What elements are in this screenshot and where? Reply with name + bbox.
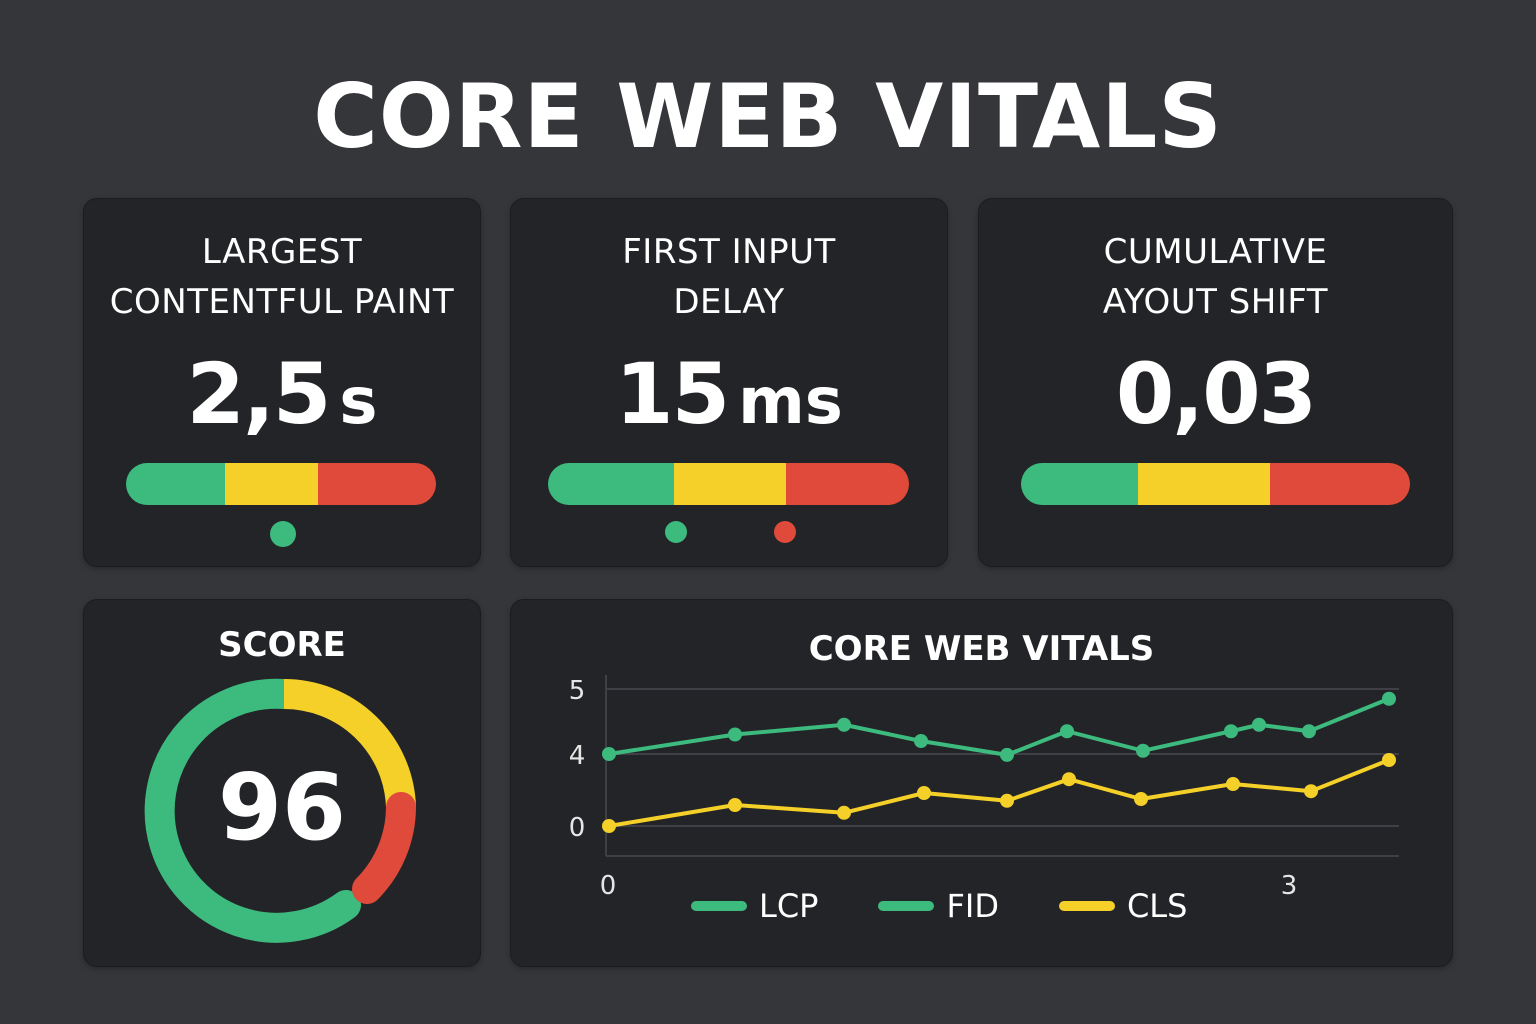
score-gauge <box>144 678 416 943</box>
lcp-title: LARGEST CONTENTFUL PAINT <box>84 227 480 327</box>
lcp-value-unit: s <box>339 365 378 439</box>
series-line-cls <box>608 758 1390 828</box>
data-point-lcp <box>602 747 616 761</box>
data-point-cls <box>1000 793 1014 808</box>
data-point-lcp <box>1060 724 1074 739</box>
data-point-lcp <box>1302 724 1316 739</box>
fid-good-dot <box>665 521 687 543</box>
fid-threshold-bar <box>548 463 909 505</box>
chart-legend: LCP FID CLS <box>691 886 1187 926</box>
series-line-lcp <box>608 696 1390 757</box>
data-point-cls <box>1304 784 1318 799</box>
cls-value: 0,03 <box>979 339 1452 449</box>
bar-needs-improvement-segment <box>225 463 319 505</box>
data-point-cls <box>602 819 616 833</box>
data-point-cls <box>1134 792 1148 806</box>
cls-threshold-bar <box>1021 463 1410 505</box>
data-point-cls <box>917 786 931 800</box>
data-point-cls <box>728 798 742 812</box>
lcp-value: 2,5 s <box>84 339 480 457</box>
bar-poor-segment <box>786 463 909 505</box>
bar-poor-segment <box>1269 463 1410 505</box>
lcp-card: LARGEST CONTENTFUL PAINT 2,5 s <box>83 198 481 567</box>
score-gauge-needs-improvement-arc <box>283 679 416 808</box>
data-point-cls <box>1382 753 1396 767</box>
data-point-lcp <box>1382 691 1396 706</box>
cls-title: CUMULATIVE AYOUT SHIFT <box>979 227 1452 327</box>
fid-value: 15 ms <box>511 339 947 457</box>
fid-value-unit: ms <box>738 365 843 439</box>
legend-swatch-lcp <box>691 901 747 911</box>
bar-good-segment <box>548 463 675 505</box>
data-point-lcp <box>837 717 851 732</box>
lcp-title-line2: CONTENTFUL PAINT <box>109 282 455 322</box>
data-point-cls <box>1062 772 1076 787</box>
data-point-lcp <box>914 734 928 748</box>
score-gauge-poor-arc <box>352 792 416 904</box>
fid-poor-dot <box>774 521 796 543</box>
data-point-lcp <box>1252 717 1266 732</box>
score-card: SCORE 96 <box>83 599 481 967</box>
lcp-value-number: 2,5 <box>186 345 332 443</box>
fid-title-line2: DELAY <box>673 282 785 322</box>
data-point-lcp <box>1136 743 1150 758</box>
legend-swatch-fid <box>878 901 935 911</box>
page-title: CORE WEB VITALS <box>313 65 1223 168</box>
cls-value-number: 0,03 <box>1115 345 1317 443</box>
bar-needs-improvement-segment <box>674 463 787 505</box>
data-point-lcp <box>728 727 742 742</box>
data-point-cls <box>837 805 851 820</box>
x-tick-label: 0 <box>600 871 617 901</box>
bar-poor-segment <box>318 463 436 505</box>
x-tick-label: 3 <box>1281 871 1298 901</box>
legend-item-cls[interactable]: CLS <box>1058 886 1188 926</box>
chart-title: CORE WEB VITALS <box>808 629 1155 669</box>
fid-value-number: 15 <box>615 345 730 443</box>
fid-card: FIRST INPUT DELAY 15 ms <box>510 198 948 567</box>
legend-label-fid: FID <box>946 887 999 925</box>
data-point-cls <box>1226 777 1240 791</box>
cls-title-line1: CUMULATIVE <box>1103 232 1328 272</box>
data-point-lcp <box>1000 747 1014 762</box>
score-value: 96 <box>217 754 347 861</box>
bar-good-segment <box>1021 463 1138 505</box>
score-title: SCORE <box>218 625 346 665</box>
y-tick-label: 0 <box>569 813 586 843</box>
y-tick-label: 5 <box>569 676 586 706</box>
legend-item-fid[interactable]: FID <box>878 886 999 926</box>
legend-item-lcp[interactable]: LCP <box>691 886 818 926</box>
fid-title: FIRST INPUT DELAY <box>511 227 947 327</box>
cls-title-line2: AYOUT SHIFT <box>1102 282 1329 322</box>
bar-needs-improvement-segment <box>1137 463 1270 505</box>
line-chart: 5 4 00 3 <box>569 675 1399 901</box>
legend-swatch-cls <box>1058 901 1115 911</box>
cls-card: CUMULATIVE AYOUT SHIFT 0,03 <box>978 198 1453 567</box>
data-point-lcp <box>1224 724 1238 739</box>
y-tick-label: 4 <box>569 741 586 771</box>
lcp-threshold-bar <box>126 463 436 505</box>
legend-label-lcp: LCP <box>759 887 819 925</box>
legend-label-cls: CLS <box>1126 887 1188 925</box>
lcp-title-line1: LARGEST <box>201 232 363 272</box>
lcp-good-dot <box>270 521 296 547</box>
fid-title-line1: FIRST INPUT <box>622 232 836 272</box>
score-gauge-good-arc <box>144 678 361 943</box>
bar-good-segment <box>126 463 226 505</box>
